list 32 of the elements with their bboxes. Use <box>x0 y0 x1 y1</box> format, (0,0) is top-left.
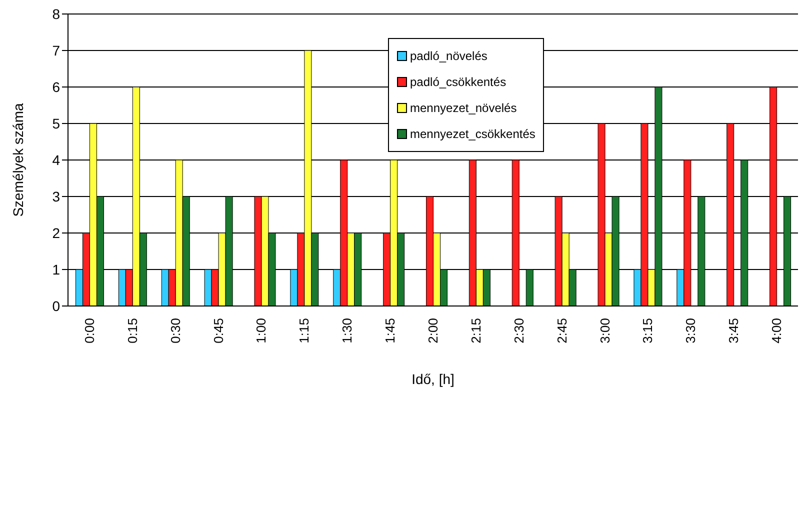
y-axis-title: Személyek száma <box>10 102 26 217</box>
y-tick-label: 4 <box>52 152 60 168</box>
x-tick-label: 1:30 <box>340 318 355 344</box>
legend-label: mennyezet_csökkentés <box>410 127 536 141</box>
y-tick-label: 5 <box>52 115 60 132</box>
x-tick-label: 1:00 <box>254 318 269 344</box>
legend-label: padló_csökkentés <box>410 75 506 89</box>
y-tick-label: 1 <box>52 261 60 278</box>
y-tick-label: 2 <box>52 224 60 241</box>
y-tick-label: 6 <box>52 78 60 95</box>
x-tick-label: 3:00 <box>597 318 612 344</box>
x-tick-label: 3:30 <box>683 318 698 344</box>
x-tick-label: 2:45 <box>554 318 570 344</box>
y-tick-label: 0 <box>52 298 60 314</box>
x-axis-title: Idő, [h] <box>412 371 454 387</box>
x-tick-label: 4:00 <box>769 318 784 344</box>
y-tick-label: 7 <box>52 42 60 58</box>
x-tick-label: 1:45 <box>382 318 398 344</box>
x-tick-label: 2:15 <box>468 318 484 344</box>
x-tick-label: 0:00 <box>82 318 97 344</box>
x-tick-label: 0:15 <box>124 318 140 344</box>
x-tick-label: 2:30 <box>511 318 526 344</box>
x-tick-label: 3:15 <box>640 318 656 344</box>
x-tick-label: 0:30 <box>168 318 183 344</box>
y-tick-label: 3 <box>52 188 60 204</box>
x-tick-label: 0:45 <box>210 318 226 344</box>
y-tick-label: 8 <box>52 6 60 22</box>
legend-label: padló_növelés <box>410 49 488 63</box>
x-tick-label: 2:00 <box>426 318 440 344</box>
x-tick-label: 3:45 <box>726 318 742 344</box>
x-tick-label: 1:15 <box>296 318 312 344</box>
legend-label: mennyezet_növelés <box>410 101 517 115</box>
